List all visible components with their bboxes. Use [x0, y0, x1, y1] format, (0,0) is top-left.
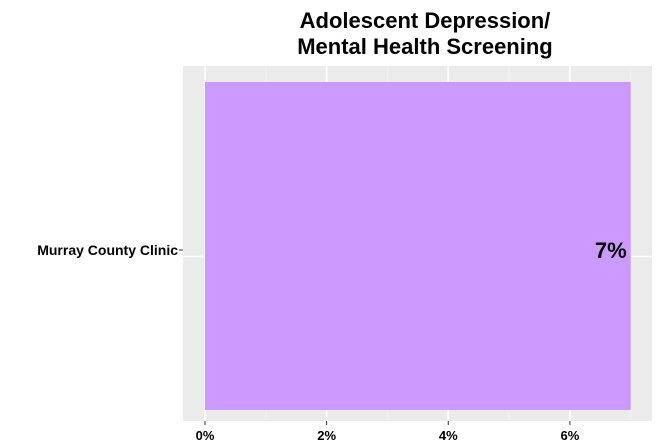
x-tick-label: 6%	[560, 428, 579, 443]
data-labels: 7%	[595, 238, 627, 263]
category-label: Murray County Clinic	[37, 242, 178, 258]
bars	[205, 82, 631, 410]
chart-title-line-2: Mental Health Screening	[297, 34, 553, 59]
x-axis-ticks: 0% 2% 4% 6%	[196, 421, 580, 443]
bar	[205, 82, 631, 410]
x-tick-label: 2%	[317, 428, 336, 443]
x-tick-label: 4%	[439, 428, 458, 443]
chart-title-line-1: Adolescent Depression/	[300, 8, 551, 33]
data-label: 7%	[595, 238, 627, 263]
category-labels: Murray County Clinic	[37, 242, 183, 258]
x-tick-label: 0%	[196, 428, 215, 443]
